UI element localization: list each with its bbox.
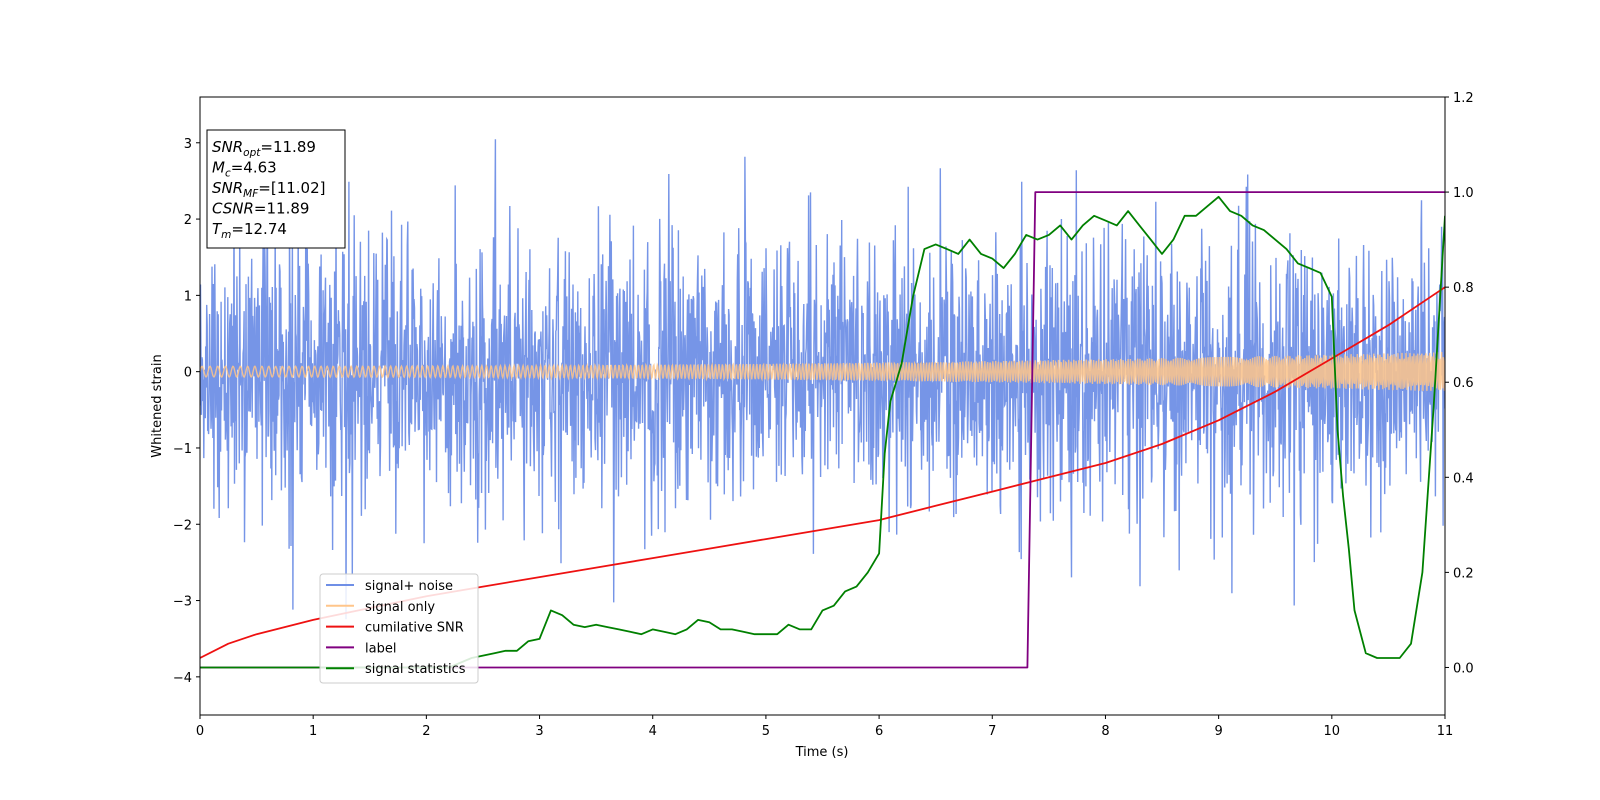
y-axis-right: 0.0 0.2 0.4 0.6 0.8 1.0 1.2 [1445, 91, 1474, 676]
x-tick-label: 4 [649, 724, 657, 739]
y2-tick-label: 0.2 [1453, 566, 1474, 581]
y-tick-label: 0 [184, 366, 192, 381]
x-tick-label: 2 [422, 724, 430, 739]
y-tick-label: −3 [173, 595, 192, 610]
y2-tick-label: 0.6 [1453, 376, 1474, 391]
y2-tick-label: 1.0 [1453, 186, 1474, 201]
info-box: SNRopt=11.89Mc=4.63SNRMF=[11.02]CSNR=11.… [206, 129, 346, 249]
x-tick-label: 0 [196, 724, 204, 739]
legend-label: label [365, 641, 396, 656]
y2-tick-label: 1.2 [1453, 91, 1474, 106]
info-line: SNRMF=[11.02] [212, 179, 326, 200]
legend-frame [319, 573, 479, 684]
info-box-frame [206, 129, 346, 249]
legend-label: cumilative SNR [365, 621, 464, 636]
y-tick-label: −1 [173, 442, 192, 457]
x-tick-label: 10 [1324, 724, 1341, 739]
x-tick-label: 3 [535, 724, 543, 739]
y-axis-left: −4 −3 −2 −1 0 1 2 3 [173, 137, 200, 686]
plot-frame [199, 96, 1446, 716]
y-tick-label: 2 [184, 213, 192, 228]
y2-tick-label: 0.4 [1453, 471, 1474, 486]
x-axis: 0 1 2 3 4 5 6 7 8 9 10 11 [196, 715, 1453, 739]
y-tick-label: 3 [184, 137, 192, 152]
legend: signal+ noise signal only cumilative SNR la… [319, 573, 479, 684]
series-label [200, 191, 1445, 669]
info-line: Mc=4.63 [212, 159, 277, 180]
x-tick-label: 11 [1437, 724, 1454, 739]
x-tick-label: 1 [309, 724, 317, 739]
series-signal-only [200, 351, 1445, 391]
x-tick-label: 6 [875, 724, 883, 739]
y-tick-label: −2 [173, 518, 192, 533]
y-tick-label: 1 [184, 289, 192, 304]
x-axis-label: Time (s) [795, 745, 849, 760]
x-tick-label: 5 [762, 724, 770, 739]
info-line: SNRopt=11.89 [212, 138, 316, 159]
x-tick-label: 7 [988, 724, 996, 739]
x-tick-label: 9 [1214, 724, 1222, 739]
legend-label: signal+ noise [365, 579, 453, 594]
info-line: CSNR=11.89 [212, 200, 309, 218]
y2-tick-label: 0.0 [1453, 661, 1474, 676]
y-tick-label: −4 [173, 671, 192, 686]
legend-label: signal only [365, 600, 435, 615]
y2-tick-label: 0.8 [1453, 281, 1474, 296]
y-axis-label: Whitened strain [150, 354, 165, 457]
x-tick-label: 8 [1101, 724, 1109, 739]
series-signal-statistics [200, 195, 1445, 669]
info-line: Tm=12.74 [212, 220, 287, 241]
legend-label: signal statistics [365, 662, 466, 677]
